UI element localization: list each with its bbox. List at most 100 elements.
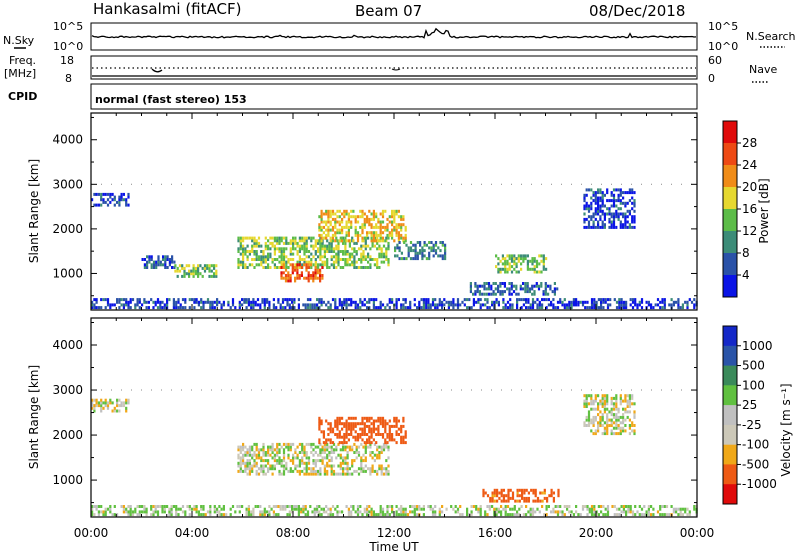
data-cell bbox=[592, 407, 595, 411]
data-cell bbox=[510, 282, 513, 285]
data-cell bbox=[633, 204, 636, 208]
data-cell bbox=[162, 258, 165, 261]
data-cell bbox=[363, 422, 366, 426]
data-cell bbox=[397, 513, 400, 517]
data-cell bbox=[237, 266, 240, 269]
data-cell bbox=[375, 231, 378, 235]
data-cell bbox=[122, 306, 125, 310]
data-cell bbox=[148, 255, 151, 259]
data-cell bbox=[418, 303, 421, 307]
data-cell bbox=[404, 441, 407, 445]
data-cell bbox=[590, 306, 594, 310]
data-cell bbox=[563, 303, 566, 307]
data-cell bbox=[487, 292, 491, 296]
data-cell bbox=[606, 396, 609, 400]
data-cell bbox=[289, 274, 292, 277]
data-cell bbox=[289, 247, 292, 251]
data-cell bbox=[628, 402, 631, 406]
data-cell bbox=[327, 233, 330, 237]
data-cell bbox=[342, 448, 345, 452]
data-cell bbox=[541, 306, 544, 310]
data-cell bbox=[282, 271, 285, 275]
data-cell bbox=[282, 448, 286, 452]
data-cell bbox=[360, 247, 363, 251]
data-cell bbox=[262, 464, 265, 468]
data-cell bbox=[188, 507, 191, 511]
data-cell bbox=[330, 459, 333, 463]
data-cell bbox=[319, 472, 322, 476]
data-cell bbox=[102, 192, 105, 196]
data-cell bbox=[344, 252, 347, 256]
data-cell bbox=[524, 254, 527, 258]
data-cell bbox=[100, 406, 103, 410]
data-cell bbox=[421, 257, 424, 261]
data-cell bbox=[282, 241, 286, 245]
data-cell bbox=[338, 416, 341, 420]
data-cell bbox=[267, 258, 270, 261]
data-cell bbox=[361, 223, 364, 227]
data-cell bbox=[262, 255, 265, 259]
data-cell bbox=[257, 244, 261, 248]
data-cell bbox=[550, 300, 553, 304]
data-cell bbox=[355, 456, 358, 460]
data-cell bbox=[343, 239, 346, 243]
data-cell bbox=[604, 513, 607, 517]
data-cell bbox=[681, 513, 684, 517]
data-cell bbox=[612, 402, 616, 406]
data-cell bbox=[360, 258, 363, 261]
data-cell bbox=[382, 467, 386, 471]
data-cell bbox=[511, 306, 514, 310]
data-cell bbox=[597, 407, 600, 411]
data-cell bbox=[178, 269, 182, 273]
data-cell bbox=[191, 298, 194, 302]
data-cell bbox=[540, 282, 543, 285]
data-cell bbox=[372, 510, 375, 514]
data-cell bbox=[330, 247, 333, 251]
data-cell bbox=[634, 505, 637, 508]
data-cell bbox=[610, 418, 613, 422]
data-cell bbox=[354, 300, 357, 304]
data-cell bbox=[181, 510, 185, 514]
data-cell bbox=[489, 496, 492, 500]
data-cell bbox=[351, 459, 354, 463]
data-cell bbox=[364, 464, 367, 468]
data-cell bbox=[547, 284, 550, 288]
data-cell bbox=[550, 491, 553, 495]
data-cell bbox=[280, 276, 283, 280]
data-region-10 bbox=[495, 254, 548, 274]
data-cell bbox=[303, 448, 306, 452]
data-cell bbox=[368, 231, 371, 235]
data-cell bbox=[91, 398, 94, 402]
data-cell bbox=[145, 507, 148, 511]
data-cell bbox=[156, 510, 160, 514]
data-cell bbox=[395, 300, 398, 304]
data-cell bbox=[377, 427, 380, 431]
data-cell bbox=[376, 445, 379, 449]
data-cell bbox=[327, 225, 330, 229]
data-cell bbox=[181, 306, 185, 310]
data-cell bbox=[631, 217, 634, 221]
data-cell bbox=[338, 223, 341, 227]
data-cell bbox=[329, 427, 332, 431]
data-cell bbox=[163, 510, 166, 514]
data-cell bbox=[197, 513, 200, 517]
data-cell bbox=[535, 284, 538, 288]
data-cell bbox=[262, 448, 265, 452]
data-cell bbox=[497, 507, 500, 511]
colorbar-segment bbox=[723, 275, 737, 298]
data-cell bbox=[590, 303, 594, 307]
data-cell bbox=[587, 424, 591, 427]
data-cell bbox=[364, 258, 367, 261]
data-cell bbox=[172, 505, 175, 508]
data-cell bbox=[411, 505, 414, 508]
data-cell bbox=[631, 421, 634, 425]
data-cell bbox=[334, 424, 337, 428]
data-cell bbox=[454, 303, 457, 307]
data-cell bbox=[380, 472, 383, 476]
data-cell bbox=[531, 513, 535, 517]
data-cell bbox=[102, 200, 105, 204]
data-cell bbox=[202, 505, 205, 508]
data-cell bbox=[503, 290, 506, 294]
data-cell bbox=[382, 252, 386, 256]
data-cell bbox=[372, 212, 375, 216]
